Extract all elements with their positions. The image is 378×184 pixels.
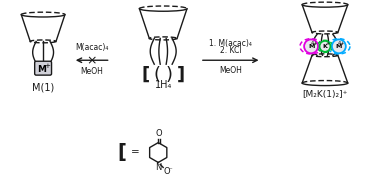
Text: +: + [44,63,50,69]
Text: M: M [308,44,314,49]
Text: [M₂K(1)₂]⁺: [M₂K(1)₂]⁺ [302,90,348,99]
Circle shape [319,41,330,52]
Circle shape [332,39,346,53]
Text: 1. M(acac)₄: 1. M(acac)₄ [209,39,252,48]
Text: MeOH: MeOH [80,67,103,76]
Text: M(acac)₄: M(acac)₄ [75,43,108,52]
Text: MeOH: MeOH [219,66,242,75]
Text: M: M [336,44,342,49]
Text: +: + [326,41,330,46]
Text: 2. KCl: 2. KCl [220,46,242,55]
Text: O: O [156,129,163,138]
Text: 1H₄: 1H₄ [155,80,172,90]
Text: 4+: 4+ [338,41,345,46]
Text: ×: × [87,55,97,68]
Text: ⁻: ⁻ [168,167,172,174]
Text: O: O [163,167,170,176]
Text: M(1): M(1) [32,83,54,93]
Text: [: [ [118,143,127,162]
Text: N: N [155,163,161,172]
FancyBboxPatch shape [35,61,51,75]
Text: =: = [130,148,139,158]
Text: ]: ] [177,66,185,84]
Circle shape [304,39,318,53]
Text: [: [ [141,66,149,84]
Text: 4+: 4+ [310,41,318,46]
Text: M: M [38,65,46,74]
Text: K: K [322,44,327,49]
Text: (: ( [154,66,161,84]
Text: ): ) [166,66,173,84]
